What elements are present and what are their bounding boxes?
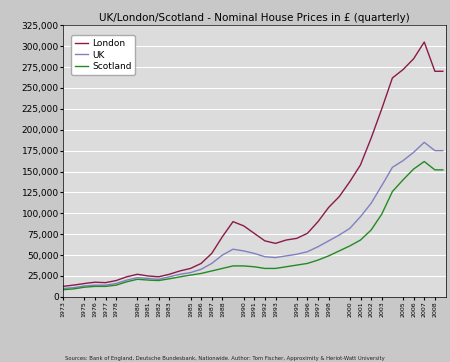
Scotland bbox=[371, 224, 377, 228]
UK bbox=[116, 281, 122, 285]
Scotland bbox=[366, 230, 371, 235]
UK bbox=[440, 148, 445, 153]
London bbox=[87, 281, 92, 285]
London bbox=[177, 269, 183, 273]
UK bbox=[60, 286, 66, 291]
UK bbox=[422, 140, 427, 144]
Scotland bbox=[177, 275, 183, 279]
Scotland bbox=[440, 168, 445, 172]
London bbox=[440, 69, 445, 73]
Legend: London, UK, Scotland: London, UK, Scotland bbox=[72, 35, 135, 75]
UK bbox=[87, 283, 92, 288]
Line: Scotland: Scotland bbox=[63, 161, 443, 290]
Scotland bbox=[116, 282, 122, 286]
UK bbox=[371, 197, 377, 201]
Line: UK: UK bbox=[63, 142, 443, 289]
London bbox=[60, 284, 66, 289]
London bbox=[422, 40, 427, 44]
London bbox=[116, 277, 122, 282]
UK bbox=[177, 272, 183, 277]
Line: London: London bbox=[63, 42, 443, 286]
Text: Sources: Bank of England, Deutsche Bundesbank, Nationwide. Author: Tom Fischer, : Sources: Bank of England, Deutsche Bunde… bbox=[65, 356, 385, 361]
London bbox=[366, 143, 371, 147]
London bbox=[331, 200, 337, 204]
Scotland bbox=[331, 251, 337, 256]
UK bbox=[366, 205, 371, 209]
Title: UK/London/Scotland - Nominal House Prices in £ (quarterly): UK/London/Scotland - Nominal House Price… bbox=[99, 13, 410, 23]
London bbox=[371, 129, 377, 133]
Scotland bbox=[60, 287, 66, 292]
UK bbox=[331, 236, 337, 240]
Scotland bbox=[422, 159, 427, 164]
Scotland bbox=[87, 285, 92, 289]
